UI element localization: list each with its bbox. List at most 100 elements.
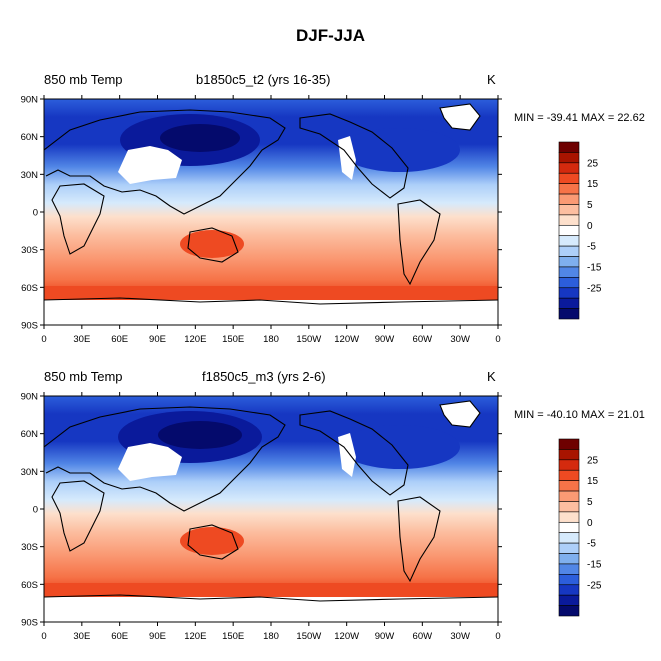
panel-1-colorbar-box (558, 256, 580, 268)
panel-2-antarctica-coast (44, 594, 498, 602)
panel-2-center-label: f1850c5_m3 (yrs 2-6) (202, 369, 326, 384)
panel-1-antarctica-missing (44, 300, 498, 325)
panel-1-lon-label: 150E (222, 334, 244, 345)
panel-2-greenland-coast (439, 400, 481, 428)
panel-1-lon-label: 120W (334, 334, 359, 345)
panel-2-lon-label: 120W (334, 631, 359, 642)
panel-1-colorbar-box (558, 204, 580, 216)
panel-1-lat-label: 60N (21, 132, 39, 143)
panel-2-rockies-missing (338, 433, 356, 477)
panel-2-lon-label: 90W (375, 631, 395, 642)
panel-2-colorbar-box (558, 449, 580, 461)
panel-1-north-america-coast (299, 113, 409, 199)
panel-1-greenland-missing (440, 104, 480, 130)
panel-2-africa-coast (51, 480, 105, 552)
panel-1-australia-coast (187, 227, 239, 263)
panel-2-colorbar-label: -15 (587, 559, 602, 570)
panel-2-south-america-coast (397, 496, 441, 583)
panel-2-eurasia-coast (44, 406, 286, 512)
panel-1-lon-label: 150W (296, 334, 321, 345)
panel-1-center-label: b1850c5_t2 (yrs 16-35) (196, 72, 331, 87)
panel-2-lat-label: 90S (21, 618, 38, 629)
panel-1-africa-coast (51, 183, 105, 255)
panel-1-colorbar-label: 15 (587, 179, 599, 190)
panel-1-colorbar-label: 0 (587, 221, 593, 232)
panel-2-tibet-missing (118, 443, 182, 481)
panel-2-north-america-coast (299, 410, 409, 496)
panel-2-colorbar-box (558, 501, 580, 513)
panel-2-field (44, 396, 498, 622)
panel-1-colorbar: 25 15 5 0 -5 -15 -25 (558, 141, 602, 320)
panel-2-australia-warm (180, 527, 244, 555)
panel-1-coastlines (44, 103, 498, 305)
panel-2-lon-label: 60E (111, 631, 128, 642)
panel-2-colorbar-box (558, 594, 580, 606)
panel-1-colorbar-box (558, 193, 580, 205)
panel-1-colorbar-box (558, 152, 580, 164)
panel-1-colorbar-box (558, 266, 580, 278)
panel-2-lon-label: 150W (296, 631, 321, 642)
panel-1-siberia-coldest-core (160, 124, 240, 152)
panel-2-lat-label: 30N (21, 467, 39, 478)
panel-1-lon-label: 180 (263, 334, 279, 345)
panel-2-lon-label: 0 (41, 631, 46, 642)
panel-2-lon-label: 150E (222, 631, 244, 642)
panel-1-colorbar-box (558, 308, 580, 320)
panel-2-colorbar-box (558, 521, 580, 534)
panel-2-colorbar-label: 25 (587, 455, 599, 466)
panel-1-colorbar-label: -25 (587, 283, 602, 294)
panel-2-lon-label: 30E (73, 631, 90, 642)
panel-1-colorbar-box (558, 224, 580, 237)
panel-2-lon-label: 0 (495, 631, 500, 642)
panel-1-america-cold (340, 128, 460, 172)
panel-2-colorbar-box (558, 490, 580, 502)
panel-1-lon-label: 30E (73, 334, 90, 345)
panel-1-australia-warm (180, 230, 244, 258)
panel-1-rockies-missing (338, 136, 356, 180)
panel-2-colorbar-box (558, 584, 580, 596)
panel-1-south-america-coast (397, 199, 441, 286)
panel-2-colorbar-box (558, 511, 580, 523)
panel-2-siberia-coldest-core (158, 421, 242, 449)
panel-1-colorbar-box (558, 172, 580, 184)
panel-1-lon-label: 120E (184, 334, 206, 345)
panel-2-lat-label: 30S (21, 542, 38, 553)
panel-2-colorbar-box (558, 480, 580, 492)
panel-1-colorbar-label: 5 (587, 200, 593, 211)
panel-1-colorbar-box (558, 235, 580, 247)
panel-2-units-label: K (487, 369, 496, 384)
panel-2-colorbar-box (558, 553, 580, 565)
panel-2-colorbar-box (558, 542, 580, 554)
panel-1-lat-label: 30S (21, 245, 38, 256)
panel-1-field (44, 99, 498, 325)
panel-1-colorbar-box (558, 162, 580, 174)
panel-2-minmax: MIN = -40.10 MAX = 21.01 (514, 409, 645, 421)
panel-2-colorbar-box (558, 605, 580, 617)
panel-2-colorbar-label: 15 (587, 476, 599, 487)
panel-1-colorbar-label: -15 (587, 262, 602, 273)
panel-2-colorbar-label: -5 (587, 539, 596, 550)
panel-1-colorbar-box (558, 245, 580, 257)
panel-1-colorbar-box (558, 297, 580, 309)
panel-1-colorbar-box (558, 277, 580, 289)
panel-1-lon-label: 90E (149, 334, 166, 345)
panel-2-lon-label: 30W (450, 631, 470, 642)
panel-1-greenland-coast (439, 103, 481, 131)
panel-1-colorbar-box (558, 141, 580, 153)
panel-2-colorbar-label: 5 (587, 497, 593, 508)
panel-1-lat-label: 90N (21, 95, 39, 106)
panel-2-colorbar-box (558, 459, 580, 471)
panel-2-colorbar-box (558, 574, 580, 586)
panel-2-australia-coast (187, 524, 239, 560)
panel-2-southern-warm-band (44, 583, 498, 597)
panel-1-left-label: 850 mb Temp (44, 72, 123, 87)
panel-2-lon-label: 90E (149, 631, 166, 642)
panel-1-lat-label: 90S (21, 321, 38, 332)
panel-1-lon-label: 60E (111, 334, 128, 345)
panel-1-lat-label: 0 (33, 208, 38, 219)
